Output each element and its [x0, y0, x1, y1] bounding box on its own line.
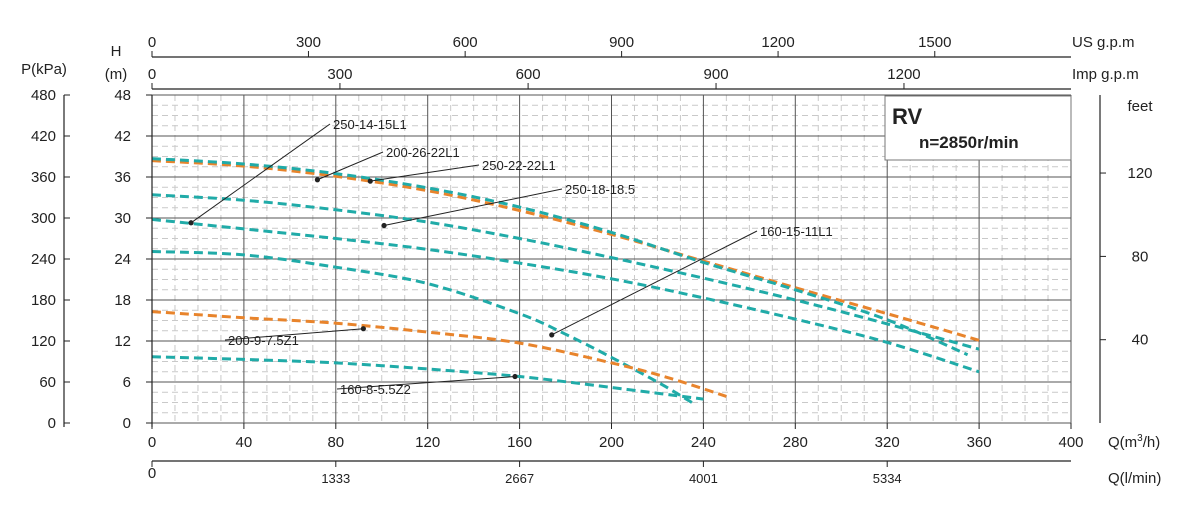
q-tick-label: 200	[599, 434, 624, 451]
q-tick-label: 40	[236, 434, 253, 451]
leader-dot-250-22-22L1	[367, 178, 373, 184]
usgpm-tick-label: 0	[148, 34, 156, 51]
curve-label-160-8-5.5Z2: 160-8-5.5Z2	[340, 382, 411, 397]
impgpm-tick-label: 600	[516, 66, 541, 83]
usgpm-tick-label: 600	[453, 34, 478, 51]
head-tick-label: 48	[114, 87, 131, 104]
lmin-tick-label: 2667	[505, 471, 534, 486]
pressure-tick-label: 360	[31, 169, 56, 186]
usgpm-tick-label: 900	[609, 34, 634, 51]
lmin-tick-label: 0	[148, 465, 156, 482]
pressure-tick-label: 420	[31, 128, 56, 145]
curves	[151, 157, 980, 404]
head-axis-title: H	[111, 43, 122, 60]
leader-dot-160-15-11L1	[549, 332, 555, 338]
leader-line-160-8-5.5Z2	[336, 376, 516, 390]
leader-dot-200-26-22L1	[314, 177, 321, 183]
q-axis-title-main: Q(m	[1108, 434, 1137, 451]
q-tick-label: 360	[967, 434, 992, 451]
curve-160-15-11L1	[151, 250, 693, 404]
curve-200-9-7.5Z1	[151, 310, 727, 398]
leader-line-250-14-15L1	[190, 123, 331, 224]
q-tick-label: 80	[327, 434, 344, 451]
impgpm-axis-title: Imp g.p.m	[1072, 66, 1139, 83]
leader-line-200-9-7.5Z1	[224, 328, 364, 341]
usgpm-tick-label: 1200	[761, 34, 794, 51]
impgpm-tick-label: 900	[704, 66, 729, 83]
q-tick-label: 280	[783, 434, 808, 451]
q-tick-label: 0	[148, 434, 156, 451]
leader-dot-250-14-15L1	[188, 220, 194, 226]
lmin-tick-label: 1333	[321, 471, 350, 486]
q-axis-title: Q(m3/h)	[1108, 433, 1160, 451]
impgpm-tick-label: 0	[148, 66, 156, 83]
q-tick-label: 160	[507, 434, 532, 451]
feet-tick-label: 80	[1132, 248, 1149, 265]
feet-axis-title: feet	[1127, 98, 1153, 115]
lmin-tick-label: 4001	[689, 471, 718, 486]
curve-250-22-22L1	[151, 157, 969, 357]
curve-labels: 250-14-15L1 200-26-22L1 250-22-22L1 250-18-…	[188, 117, 833, 397]
leader-line-250-22-22L1	[370, 164, 480, 182]
leader-dot-250-18-18.5	[381, 222, 387, 229]
usgpm-axis-title: US g.p.m	[1072, 34, 1135, 51]
head-tick-label: 6	[123, 374, 131, 391]
pressure-axis-title: P(kPa)	[21, 61, 67, 78]
impgpm-tick-label: 1200	[887, 66, 920, 83]
head-axis-unit: (m)	[105, 66, 128, 83]
head-tick-label: 24	[114, 251, 131, 268]
feet-tick-label: 40	[1132, 332, 1149, 349]
curve-label-160-15-11L1: 160-15-11L1	[760, 224, 833, 239]
head-tick-label: 18	[114, 292, 131, 309]
q-axis-title-sup: 3	[1137, 433, 1143, 444]
usgpm-tick-label: 1500	[918, 34, 951, 51]
grid	[151, 94, 1072, 424]
pressure-tick-label: 300	[31, 210, 56, 227]
leader-dot-160-8-5.5Z2	[512, 373, 518, 380]
lmin-tick-label: 5334	[873, 471, 902, 486]
curve-200-26-22L1	[151, 159, 980, 342]
pressure-tick-label: 180	[31, 292, 56, 309]
leader-line-160-15-11L1	[551, 230, 758, 336]
q-tick-label: 240	[691, 434, 716, 451]
head-tick-label: 12	[114, 333, 131, 350]
curve-label-250-22-22L1: 250-22-22L1	[482, 158, 556, 173]
head-tick-label: 0	[123, 415, 131, 432]
leader-dot-200-9-7.5Z1	[360, 326, 366, 332]
pressure-tick-label: 60	[39, 374, 56, 391]
pressure-tick-label: 240	[31, 251, 56, 268]
head-tick-label: 42	[114, 128, 131, 145]
leader-line-200-26-22L1	[317, 151, 384, 181]
curve-label-250-14-15L1: 250-14-15L1	[333, 117, 407, 132]
head-tick-label: 36	[114, 169, 131, 186]
feet-tick-label: 120	[1127, 165, 1152, 182]
leader-line-250-18-18.5	[383, 188, 563, 227]
curve-label-200-26-22L1: 200-26-22L1	[386, 145, 460, 160]
chart-title: RV	[892, 104, 922, 129]
head-tick-label: 30	[114, 210, 131, 227]
q-axis-title-tail: /h)	[1143, 434, 1161, 451]
chart-subtitle: n=2850r/min	[919, 133, 1019, 152]
curve-160-8-5.5Z2	[151, 355, 704, 401]
axes: 0612182430364248H(m)06012018024030036042…	[21, 34, 1161, 487]
q-tick-label: 320	[875, 434, 900, 451]
impgpm-tick-label: 300	[327, 66, 352, 83]
pressure-tick-label: 120	[31, 333, 56, 350]
usgpm-tick-label: 300	[296, 34, 321, 51]
curve-250-14-15L1	[151, 193, 980, 351]
legend-box: RV n=2850r/min	[884, 95, 1072, 161]
curve-label-200-9-7.5Z1: 200-9-7.5Z1	[228, 333, 299, 348]
q-tick-label: 400	[1058, 434, 1083, 451]
pressure-tick-label: 480	[31, 87, 56, 104]
pressure-tick-label: 0	[48, 415, 56, 432]
lmin-axis-title: Q(l/min)	[1108, 470, 1161, 487]
curve-label-250-18-18.5: 250-18-18.5	[565, 182, 635, 197]
q-tick-label: 120	[415, 434, 440, 451]
